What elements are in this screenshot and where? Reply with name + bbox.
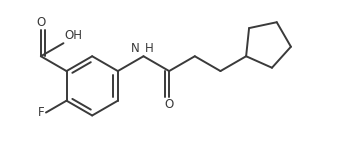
Text: N: N xyxy=(131,42,140,55)
Text: H: H xyxy=(144,42,153,55)
Text: O: O xyxy=(165,98,174,111)
Text: O: O xyxy=(36,16,46,29)
Text: F: F xyxy=(38,106,44,119)
Text: OH: OH xyxy=(64,29,82,42)
